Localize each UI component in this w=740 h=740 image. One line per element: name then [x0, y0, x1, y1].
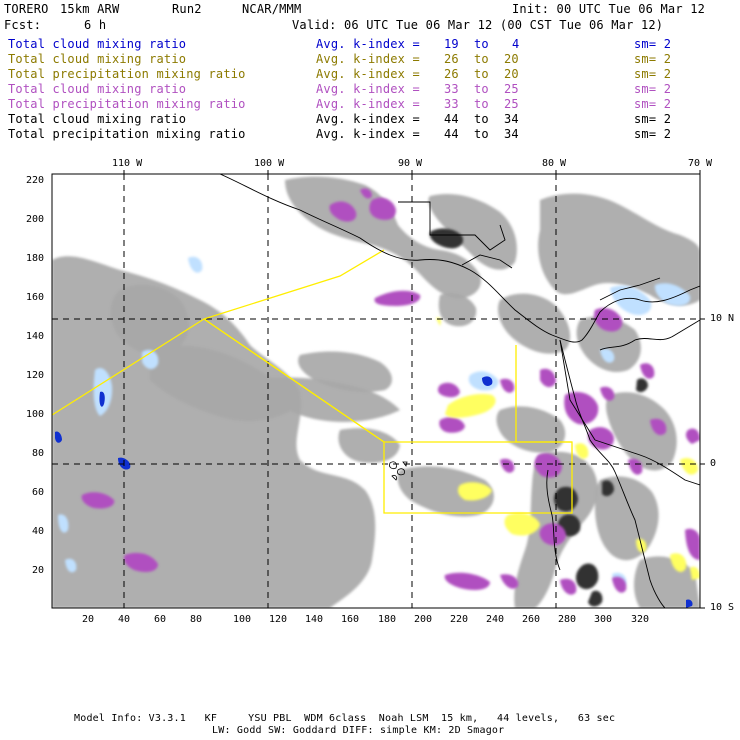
- legend-kindex: Avg. k-index =: [316, 112, 420, 126]
- legend-smoothing: sm= 2: [634, 112, 672, 126]
- legend-to: 25: [504, 97, 519, 111]
- legend-to: 20: [504, 52, 519, 66]
- physics-info: LW: Godd SW: Goddard DIFF: simple KM: 2D…: [212, 725, 505, 736]
- y-tick: 60: [32, 487, 45, 498]
- legend-smoothing: sm= 2: [634, 82, 672, 96]
- cloud-blue: [55, 376, 693, 608]
- lon-label-100w: 100 W: [254, 158, 285, 169]
- model-name: TORERO: [4, 2, 49, 16]
- lon-label-90w: 90 W: [398, 158, 423, 169]
- x-tick: 120: [269, 614, 288, 625]
- legend-from: 26: [444, 67, 459, 81]
- forecast-hours: 6 h: [84, 18, 107, 32]
- lon-label-110w: 110 W: [112, 158, 143, 169]
- legend-to-word: to: [474, 127, 489, 141]
- x-tick: 300: [594, 614, 613, 625]
- legend-from: 26: [444, 52, 459, 66]
- cloud-purple: [81, 188, 700, 595]
- legend-kindex: Avg. k-index =: [316, 127, 420, 141]
- organization: NCAR/MMM: [242, 2, 302, 16]
- run-label: Run2: [172, 2, 202, 16]
- legend-label: Total cloud mixing ratio: [8, 82, 187, 96]
- x-tick: 240: [486, 614, 505, 625]
- lat-label-10n: 10 N: [710, 313, 735, 324]
- y-tick: 40: [32, 526, 45, 537]
- y-tick: 160: [26, 292, 45, 303]
- legend-to: 20: [504, 67, 519, 81]
- legend-kindex: Avg. k-index =: [316, 82, 420, 96]
- legend-to: 34: [504, 112, 519, 126]
- galapagos-islands: [389, 461, 408, 481]
- x-tick: 100: [233, 614, 252, 625]
- legend-smoothing: sm= 2: [634, 52, 672, 66]
- region-boundaries: [52, 249, 573, 514]
- x-tick: 40: [118, 614, 131, 625]
- model-info: Model Info: V3.3.1 KF YSU PBL WDM 6class…: [74, 713, 616, 724]
- legend-to-word: to: [474, 112, 489, 126]
- y-tick: 80: [32, 448, 45, 459]
- legend-label: Total precipitation mixing ratio: [8, 127, 246, 141]
- x-tick: 320: [631, 614, 650, 625]
- legend-label: Total cloud mixing ratio: [8, 52, 187, 66]
- x-tick: 200: [414, 614, 433, 625]
- x-tick: 220: [450, 614, 469, 625]
- x-tick: 180: [378, 614, 397, 625]
- legend-to-word: to: [474, 37, 489, 51]
- x-tick: 140: [305, 614, 324, 625]
- y-tick: 20: [32, 565, 45, 576]
- cloud-gray-field: [52, 176, 700, 608]
- cloud-yellow: [436, 317, 700, 580]
- legend-kindex: Avg. k-index =: [316, 67, 420, 81]
- legend-to: 25: [504, 82, 519, 96]
- legend-label: Total precipitation mixing ratio: [8, 67, 246, 81]
- lat-label-equator: 0: [710, 458, 717, 469]
- legend-label: Total cloud mixing ratio: [8, 37, 187, 51]
- legend-smoothing: sm= 2: [634, 37, 672, 51]
- x-tick: 280: [558, 614, 577, 625]
- valid-time: Valid: 06 UTC Tue 06 Mar 12 (00 CST Tue …: [292, 18, 664, 32]
- x-tick: 60: [154, 614, 167, 625]
- legend-kindex: Avg. k-index =: [316, 37, 420, 51]
- legend-from: 33: [444, 82, 459, 96]
- graticule: [52, 174, 700, 608]
- y-tick: 200: [26, 214, 45, 225]
- legend-from: 44: [444, 112, 459, 126]
- legend-label: Total cloud mixing ratio: [8, 112, 187, 126]
- legend-smoothing: sm= 2: [634, 67, 672, 81]
- legend-smoothing: sm= 2: [634, 127, 672, 141]
- lat-label-10s: 10 S: [710, 602, 735, 613]
- legend-kindex: Avg. k-index =: [316, 52, 420, 66]
- legend-to-word: to: [474, 97, 489, 111]
- y-tick: 220: [26, 175, 45, 186]
- legend-from: 19: [444, 37, 459, 51]
- x-tick: 80: [190, 614, 203, 625]
- legend-to: 4: [512, 37, 520, 51]
- plot-frame: [51, 173, 701, 609]
- x-tick: 160: [341, 614, 360, 625]
- lon-label-70w: 70 W: [688, 158, 713, 169]
- y-tick: 100: [26, 409, 45, 420]
- coastline: [219, 174, 700, 608]
- y-tick: 140: [26, 331, 45, 342]
- legend-from: 44: [444, 127, 459, 141]
- lon-label-80w: 80 W: [542, 158, 567, 169]
- init-time: Init: 00 UTC Tue 06 Mar 12: [512, 2, 706, 16]
- legend-to: 34: [504, 127, 519, 141]
- legend-from: 33: [444, 97, 459, 111]
- y-tick: 180: [26, 253, 45, 264]
- legend-to-word: to: [474, 82, 489, 96]
- y-tick: 120: [26, 370, 45, 381]
- x-tick: 20: [82, 614, 95, 625]
- x-tick: 260: [522, 614, 541, 625]
- legend-smoothing: sm= 2: [634, 97, 672, 111]
- tick-marks: [123, 170, 705, 609]
- legend-to-word: to: [474, 52, 489, 66]
- legend-kindex: Avg. k-index =: [316, 97, 420, 111]
- forecast-label: Fcst:: [4, 18, 42, 32]
- legend-to-word: to: [474, 67, 489, 81]
- legend-label: Total precipitation mixing ratio: [8, 97, 246, 111]
- model-resolution: 15km ARW: [60, 2, 120, 16]
